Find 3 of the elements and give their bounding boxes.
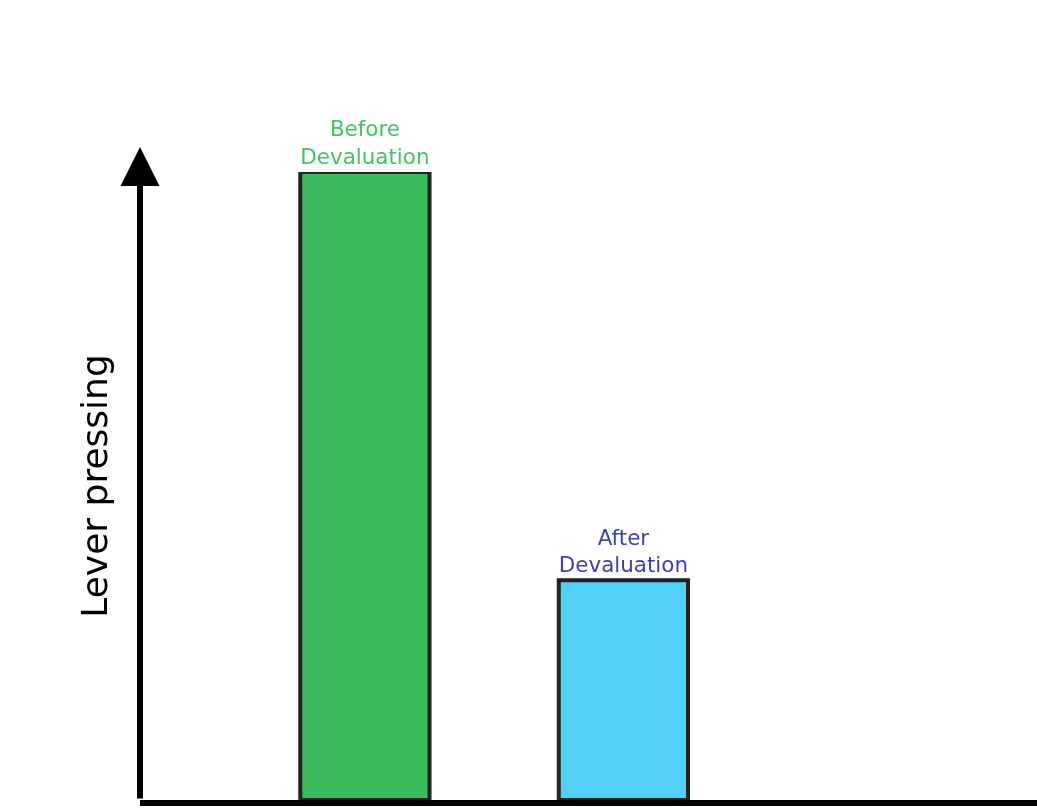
x-tick-label: Before Devaluation — [300, 116, 430, 170]
y-axis-title: Lever pressing — [73, 354, 115, 618]
x-tick-label: After Devaluation — [558, 524, 688, 578]
